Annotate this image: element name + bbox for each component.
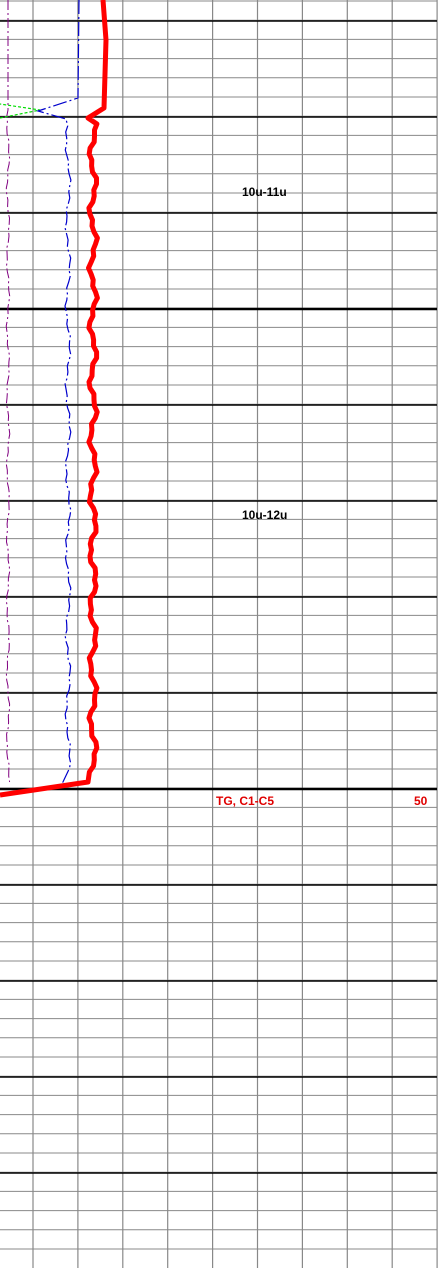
annotation: 10u-11u: [242, 185, 287, 199]
curve: [35, 0, 80, 785]
curve-name: TG, C1-C5: [216, 794, 274, 808]
curves: [0, 0, 109, 798]
annotation: 10u-12u: [242, 508, 287, 522]
scale-end: 50: [414, 794, 428, 808]
curve: [0, 0, 109, 798]
curve: [5, 0, 11, 783]
